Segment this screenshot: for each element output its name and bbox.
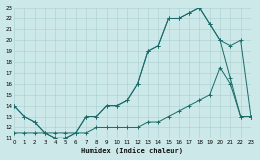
X-axis label: Humidex (Indice chaleur): Humidex (Indice chaleur) <box>81 148 184 154</box>
